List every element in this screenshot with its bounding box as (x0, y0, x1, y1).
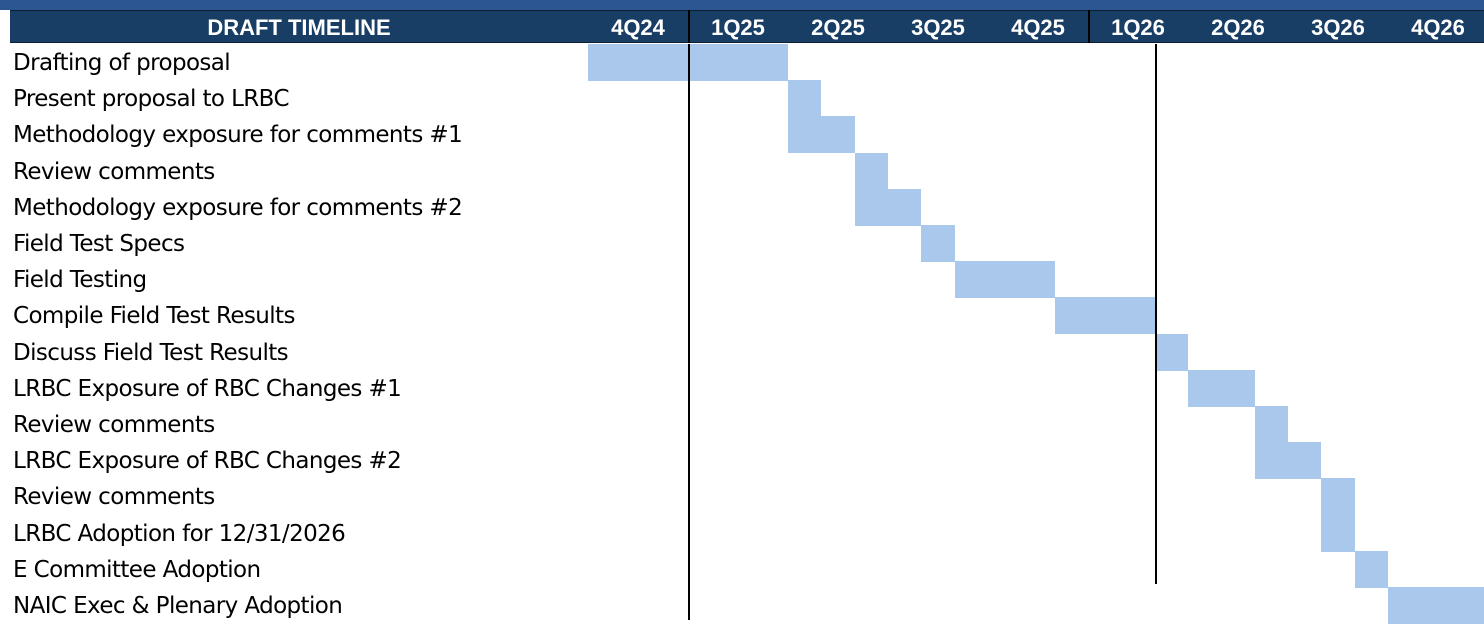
task-label: Review comments (13, 158, 215, 185)
timeline-marker-line (1155, 44, 1157, 584)
task-label: Discuss Field Test Results (13, 339, 289, 366)
task-bar (1055, 297, 1155, 334)
task-bar (1255, 406, 1288, 443)
task-bar (855, 153, 888, 190)
task-label: Review comments (13, 484, 215, 511)
task-bar (1321, 478, 1355, 515)
timeline-header-row: DRAFT TIMELINE 4Q24 1Q25 2Q25 3Q25 4Q25 1Q26 2… (10, 10, 1484, 43)
quarter-header-4q24: 4Q24 (611, 15, 665, 40)
task-label: Field Test Specs (13, 231, 185, 257)
task-label: Methodology exposure for comments #2 (13, 194, 463, 221)
timeline-title: DRAFT TIMELINE (207, 15, 391, 40)
task-bar (788, 80, 821, 117)
header-separator (688, 10, 690, 43)
task-bar (1388, 587, 1484, 624)
task-label: Methodology exposure for comments #1 (13, 122, 463, 149)
task-label: LRBC Exposure of RBC Changes #2 (13, 448, 402, 475)
task-bar (921, 225, 955, 262)
task-bar (1355, 551, 1388, 588)
task-label: Drafting of proposal (13, 50, 231, 76)
quarter-header-3q25: 3Q25 (911, 15, 965, 40)
task-bar (855, 189, 921, 226)
task-bar (1255, 442, 1321, 479)
header-separator (1088, 10, 1090, 43)
quarter-header-2q25: 2Q25 (811, 15, 865, 40)
task-label: NAIC Exec & Plenary Adoption (13, 593, 343, 619)
task-label: Compile Field Test Results (13, 303, 295, 330)
task-label: Field Testing (13, 267, 147, 294)
task-bar (788, 116, 855, 153)
task-label: LRBC Exposure of RBC Changes #1 (13, 375, 402, 402)
quarter-header-4q25: 4Q25 (1011, 15, 1065, 40)
task-bar (1188, 370, 1255, 407)
quarter-header-2q26: 2Q26 (1211, 15, 1265, 40)
quarter-header-1q25: 1Q25 (711, 15, 765, 40)
task-label: Present proposal to LRBC (13, 86, 290, 113)
timeline-marker-line (688, 44, 690, 620)
quarter-header-1q26: 1Q26 (1111, 15, 1165, 40)
task-bar (1155, 334, 1188, 371)
task-label: Review comments (13, 412, 215, 438)
task-bar (955, 261, 1055, 298)
top-color-strip (0, 0, 1484, 10)
quarter-header-3q26: 3Q26 (1311, 15, 1365, 40)
task-bar (1321, 515, 1355, 552)
task-label: LRBC Adoption for 12/31/2026 (13, 520, 346, 547)
task-label: E Committee Adoption (13, 556, 261, 583)
quarter-header-4q26: 4Q26 (1411, 15, 1465, 40)
